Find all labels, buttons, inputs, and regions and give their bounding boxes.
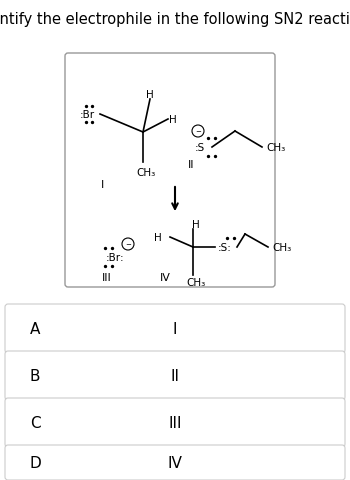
Text: B: B — [30, 368, 40, 383]
Text: CH₃: CH₃ — [186, 277, 206, 288]
Text: :S: :S — [195, 143, 205, 153]
Text: A: A — [30, 321, 40, 336]
Text: :Br:: :Br: — [106, 252, 124, 263]
FancyBboxPatch shape — [5, 351, 345, 400]
Text: I: I — [173, 321, 177, 336]
Text: IV: IV — [168, 455, 182, 470]
Text: I: I — [100, 180, 104, 190]
Text: IV: IV — [160, 273, 170, 282]
Text: II: II — [188, 160, 194, 169]
Text: CH₃: CH₃ — [272, 242, 292, 252]
Text: −: − — [195, 129, 201, 135]
Text: H: H — [169, 115, 177, 125]
Text: H: H — [154, 232, 162, 242]
Text: Identify the electrophile in the following SN2 reaction.: Identify the electrophile in the followi… — [0, 12, 350, 27]
Text: III: III — [168, 415, 182, 430]
FancyBboxPatch shape — [65, 54, 275, 288]
Text: III: III — [102, 273, 112, 282]
Text: CH₃: CH₃ — [136, 168, 156, 178]
Text: D: D — [29, 455, 41, 470]
Text: H: H — [146, 90, 154, 100]
Text: C: C — [30, 415, 40, 430]
Text: :Br: :Br — [80, 110, 95, 120]
Text: −: − — [125, 241, 131, 248]
FancyBboxPatch shape — [5, 398, 345, 447]
FancyBboxPatch shape — [5, 445, 345, 480]
Text: :S:: :S: — [218, 242, 232, 252]
FancyBboxPatch shape — [5, 304, 345, 353]
Text: II: II — [170, 368, 180, 383]
Text: H: H — [192, 219, 200, 229]
Text: CH₃: CH₃ — [266, 143, 286, 153]
